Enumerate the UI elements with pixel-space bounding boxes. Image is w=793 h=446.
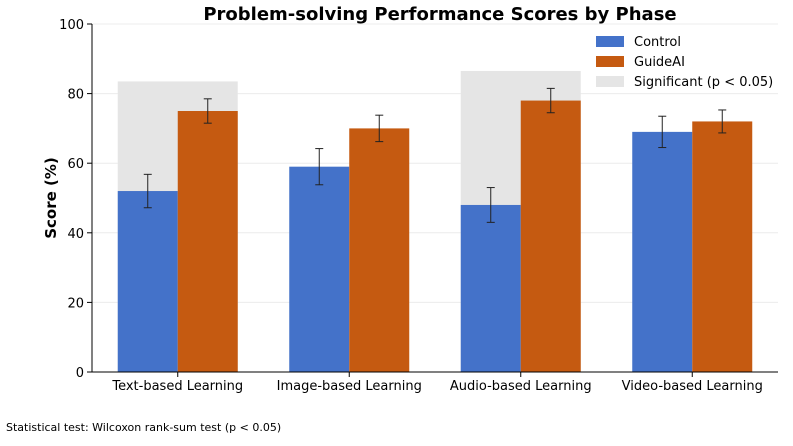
legend-label: Significant (p < 0.05) <box>634 75 773 90</box>
y-tick-label: 60 <box>67 157 84 172</box>
y-tick-label: 80 <box>67 88 84 103</box>
y-tick-label: 40 <box>67 227 84 242</box>
legend-swatch <box>596 36 624 47</box>
bar-guideai <box>520 100 581 372</box>
x-tick-label: Audio-based Learning <box>450 379 592 394</box>
bar-guideai <box>349 128 410 372</box>
footnote: Statistical test: Wilcoxon rank-sum test… <box>6 421 282 434</box>
bar-guideai <box>692 121 753 372</box>
y-tick-label: 20 <box>67 296 84 311</box>
y-axis-label: Score (%) <box>42 157 60 239</box>
legend-swatch <box>596 76 624 87</box>
bar-control <box>289 166 350 372</box>
y-tick-label: 100 <box>59 18 84 33</box>
axes: 0 20 40 60 80 100 Text-based Learning Image-bas… <box>59 18 778 394</box>
y-tick-label: 0 <box>76 366 84 381</box>
bar-control <box>117 191 178 372</box>
chart-title: Problem-solving Performance Scores by Ph… <box>203 4 676 25</box>
bar-guideai <box>177 111 238 372</box>
bar-control <box>460 204 521 372</box>
legend-swatch <box>596 56 624 67</box>
bar-control <box>632 131 693 372</box>
legend: Control GuideAI Significant (p < 0.05) <box>596 35 773 90</box>
x-tick-label: Image-based Learning <box>277 379 422 394</box>
x-tick-label: Video-based Learning <box>622 379 763 394</box>
legend-label: GuideAI <box>634 55 685 70</box>
x-tick-label: Text-based Learning <box>111 379 243 394</box>
legend-label: Control <box>634 35 681 50</box>
error-bars <box>143 87 727 223</box>
bars <box>117 100 753 372</box>
